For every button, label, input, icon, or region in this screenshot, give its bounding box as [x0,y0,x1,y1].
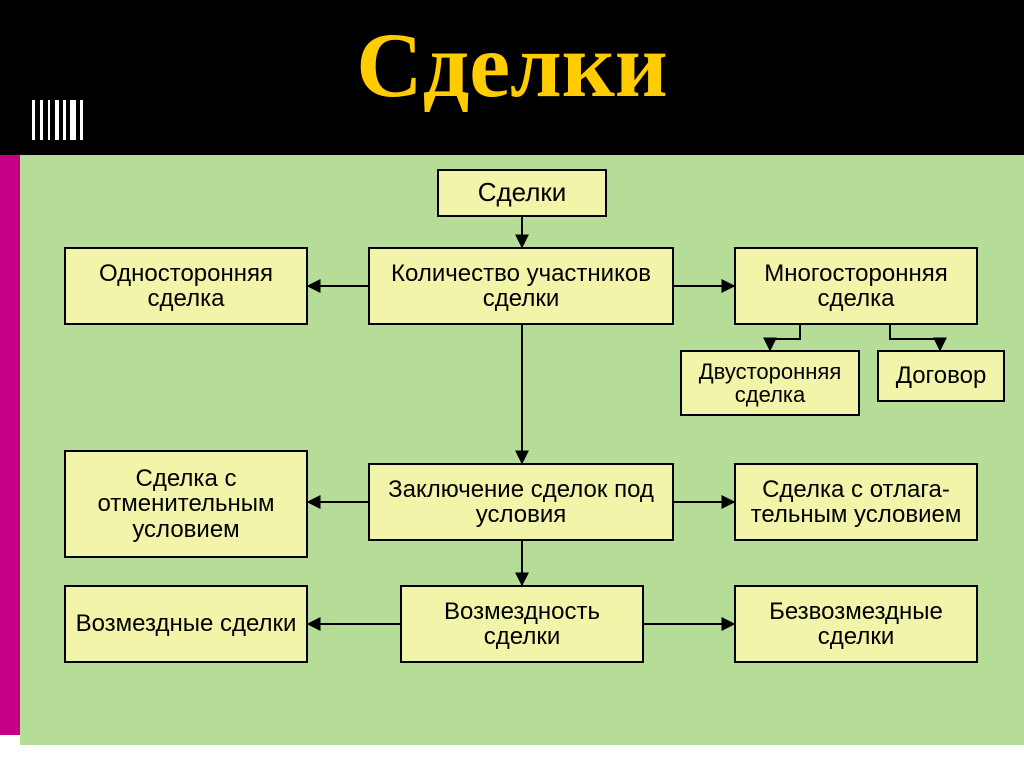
node-multilateral: Многосторонняя сделка [734,247,978,325]
node-conditional: Заключение сделок под условия [368,463,674,541]
node-paid: Возмездные сделки [64,585,308,663]
node-participants: Количество участников сделки [368,247,674,325]
node-root: Сделки [437,169,607,217]
accent-sidebar [0,155,20,735]
flowchart-area: Сделки Односторонняя сделка Количество уча… [20,155,1024,745]
edge [890,325,940,350]
node-cancelcond: Сделка с отменительным условием [64,450,308,558]
node-suspcond: Сделка с отлага-тельным условием [734,463,978,541]
node-bilateral: Двусторонняя сделка [680,350,860,416]
node-contract: Договор [877,350,1005,402]
slide: Сделки Сделки Односторонняя сделка Количес… [0,0,1024,767]
node-gratuitous: Безвозмездные сделки [734,585,978,663]
slide-title: Сделки [0,12,1024,118]
node-unilateral: Односторонняя сделка [64,247,308,325]
node-consideration: Возмездность сделки [400,585,644,663]
edge [770,325,800,350]
